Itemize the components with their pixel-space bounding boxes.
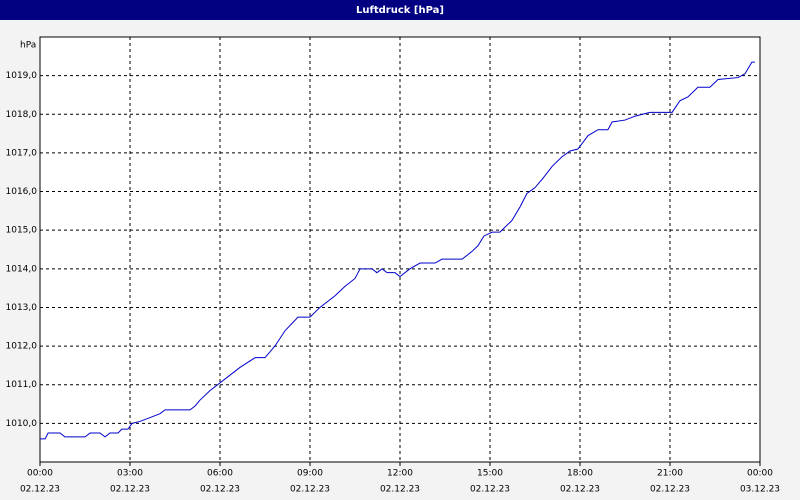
- y-tick-label: 1019,0: [6, 71, 38, 81]
- y-tick-label: 1018,0: [6, 110, 38, 120]
- x-tick-label: 12:00: [387, 469, 413, 479]
- y-tick-label: 1015,0: [6, 226, 38, 236]
- x-tick-label: 00:00: [747, 469, 773, 479]
- x-tick-label: 21:00: [657, 469, 683, 479]
- series-line: [40, 61, 755, 440]
- x-tick-label: 18:00: [567, 469, 593, 479]
- x-tick-sublabel: 02.12.23: [200, 485, 240, 495]
- y-tick-label: 1014,0: [6, 264, 38, 274]
- x-tick-label: 06:00: [207, 469, 233, 479]
- x-tick-sublabel: 02.12.23: [470, 485, 510, 495]
- x-tick-sublabel: 03.12.23: [740, 485, 780, 495]
- x-tick-sublabel: 02.12.23: [650, 485, 690, 495]
- x-tick-sublabel: 02.12.23: [20, 485, 60, 495]
- y-tick-label: 1013,0: [6, 303, 38, 313]
- y-tick-label: 1012,0: [6, 342, 38, 352]
- y-tick-label: 1010,0: [6, 419, 38, 429]
- x-tick-sublabel: 02.12.23: [560, 485, 600, 495]
- x-tick-label: 03:00: [117, 469, 143, 479]
- y-axis-label: hPa: [20, 41, 36, 51]
- x-tick-label: 00:00: [27, 469, 53, 479]
- y-tick-label: 1016,0: [6, 187, 38, 197]
- x-tick-label: 15:00: [477, 469, 503, 479]
- y-tick-label: 1017,0: [6, 148, 38, 158]
- title-bar: [0, 0, 800, 20]
- x-tick-sublabel: 02.12.23: [290, 485, 330, 495]
- x-tick-label: 09:00: [297, 469, 323, 479]
- plot-border: [39, 36, 761, 463]
- x-tick-sublabel: 02.12.23: [380, 485, 420, 495]
- x-tick-sublabel: 02.12.23: [110, 485, 150, 495]
- chart-title: Luftdruck [hPa]: [356, 5, 444, 16]
- y-tick-label: 1011,0: [6, 380, 38, 390]
